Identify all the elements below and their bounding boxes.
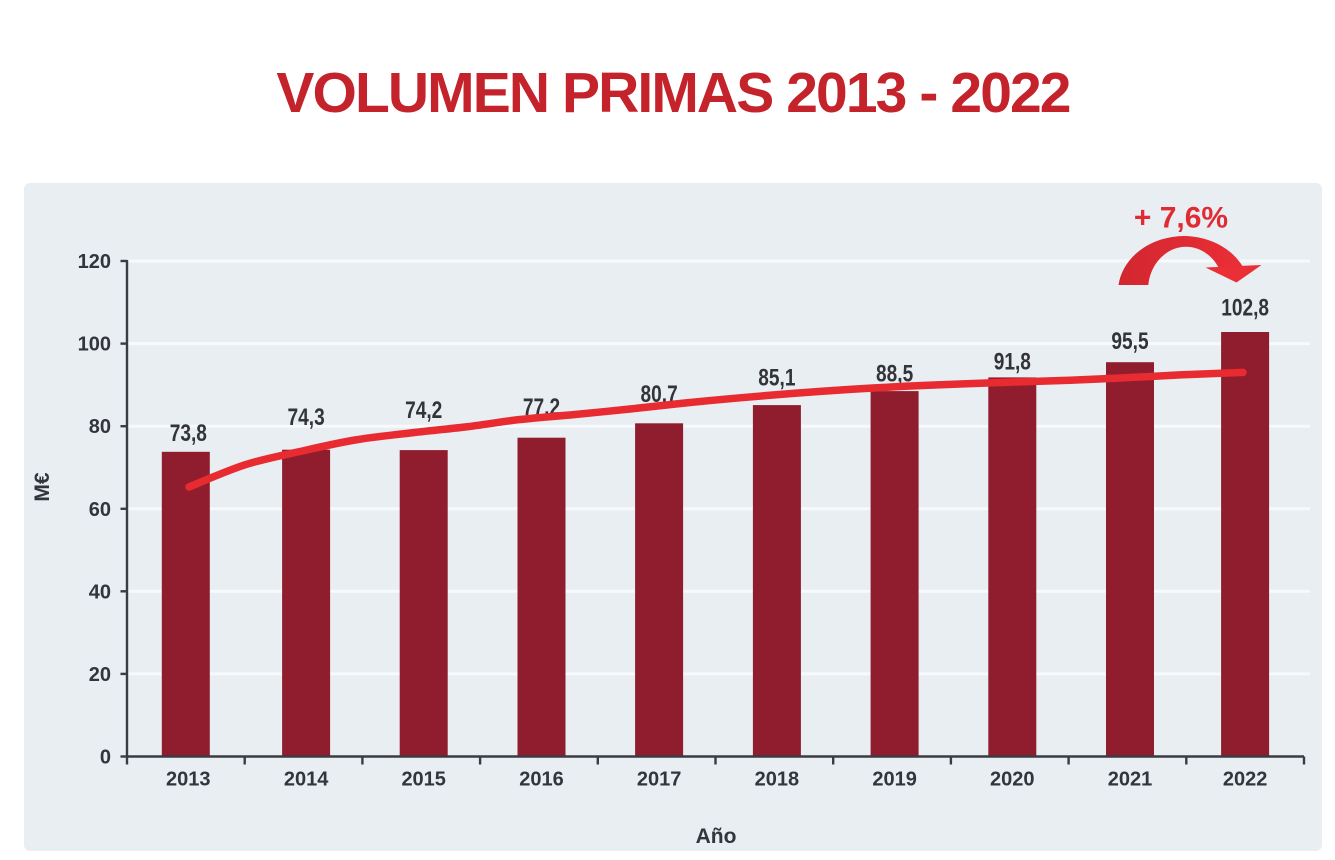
svg-text:2017: 2017 xyxy=(637,769,682,791)
svg-text:40: 40 xyxy=(89,581,111,603)
svg-text:80: 80 xyxy=(89,416,111,438)
svg-text:91,8: 91,8 xyxy=(994,347,1031,375)
svg-text:85,1: 85,1 xyxy=(758,363,795,391)
svg-text:74,3: 74,3 xyxy=(288,403,325,431)
svg-text:2015: 2015 xyxy=(401,769,446,791)
svg-text:2019: 2019 xyxy=(872,769,917,791)
svg-text:100: 100 xyxy=(78,334,111,356)
svg-text:2014: 2014 xyxy=(284,769,329,791)
svg-text:Año: Año xyxy=(696,825,737,848)
svg-text:20: 20 xyxy=(89,664,111,686)
svg-text:120: 120 xyxy=(78,251,111,273)
svg-text:2020: 2020 xyxy=(990,769,1035,791)
svg-text:88,5: 88,5 xyxy=(876,359,913,387)
svg-text:60: 60 xyxy=(89,499,111,521)
svg-text:2021: 2021 xyxy=(1108,769,1153,791)
svg-text:73,8: 73,8 xyxy=(170,419,207,447)
svg-text:0: 0 xyxy=(100,747,111,769)
svg-text:2018: 2018 xyxy=(755,769,800,791)
svg-text:2022: 2022 xyxy=(1223,769,1268,791)
svg-text:2016: 2016 xyxy=(519,769,564,791)
svg-text:74,2: 74,2 xyxy=(405,396,442,424)
svg-text:102,8: 102,8 xyxy=(1221,293,1269,321)
svg-text:M€: M€ xyxy=(31,472,54,501)
svg-text:95,5: 95,5 xyxy=(1111,327,1148,355)
svg-text:2013: 2013 xyxy=(166,769,211,791)
svg-text:+ 7,6%: + 7,6% xyxy=(1134,202,1228,235)
